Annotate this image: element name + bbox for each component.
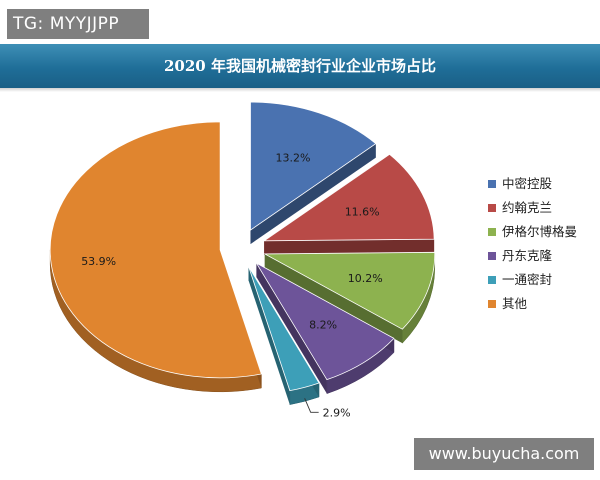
leader-line xyxy=(304,398,319,413)
data-label: 11.6% xyxy=(345,206,380,219)
legend-swatch xyxy=(488,204,496,212)
pie-data-labels: 13.2% 11.6% 10.2% 8.2% 2.9% 53.9% xyxy=(81,151,383,419)
pie-slice-1 xyxy=(250,101,377,231)
pie-slice-face xyxy=(250,143,376,245)
legend-swatch xyxy=(488,252,496,260)
data-label: 53.9% xyxy=(81,255,116,268)
legend-label: 约翰克兰 xyxy=(502,200,552,215)
data-label: 13.2% xyxy=(275,151,310,164)
pie-slice-6 xyxy=(49,121,262,379)
data-label: 8.2% xyxy=(309,319,337,332)
pie-slice-4 xyxy=(255,262,395,381)
watermark: www.buyucha.com xyxy=(414,438,594,470)
legend-label: 伊格尔博格曼 xyxy=(502,224,577,239)
legend-label: 中密控股 xyxy=(502,176,553,191)
data-label: 2.9% xyxy=(323,406,351,419)
pie-slice-face xyxy=(256,263,327,394)
legend-swatch xyxy=(488,180,496,188)
pie-slice-face xyxy=(264,239,435,255)
chart-title: 2020 年我国机械密封行业企业市场占比 xyxy=(164,57,436,75)
title-bar-shadow xyxy=(0,88,600,92)
legend-swatch xyxy=(488,300,496,308)
pie-slice-5 xyxy=(248,266,320,392)
pie-tops xyxy=(49,101,436,392)
chart-title-bar: 2020 年我国机械密封行业企业市场占比 xyxy=(0,44,600,88)
data-label: 10.2% xyxy=(348,272,383,285)
legend-label: 一通密封 xyxy=(502,272,552,287)
legend-label: 丹东克隆 xyxy=(502,248,553,263)
legend-swatch xyxy=(488,276,496,284)
pie-slice-face xyxy=(248,266,290,405)
legend-label: 其他 xyxy=(502,296,528,311)
tg-badge: TG: MYYJJPP xyxy=(7,9,149,39)
legend-swatch xyxy=(488,228,496,236)
pie-slice-2 xyxy=(262,153,435,242)
pie-slice-face xyxy=(264,253,403,344)
pie-slice-3 xyxy=(263,251,436,330)
